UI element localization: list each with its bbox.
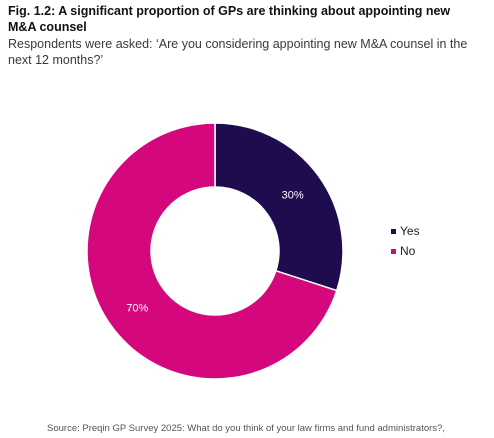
source-note: Source: Preqin GP Survey 2025: What do y… [47, 423, 445, 434]
legend-label-yes: Yes [400, 224, 420, 238]
legend: Yes No [391, 221, 420, 261]
legend-swatch-yes [391, 228, 396, 234]
slice-yes [214, 122, 344, 292]
chart-subtitle: Respondents were asked: ‘Are you conside… [8, 37, 468, 67]
data-label-yes: 30% [282, 190, 304, 202]
slice-no [86, 122, 338, 380]
legend-label-no: No [400, 244, 416, 258]
legend-item-yes: Yes [391, 221, 420, 241]
data-label-no: 70% [126, 302, 148, 314]
legend-item-no: No [391, 241, 420, 261]
chart-title: Fig. 1.2: A significant proportion of GP… [8, 4, 451, 34]
legend-swatch-no [391, 248, 396, 254]
